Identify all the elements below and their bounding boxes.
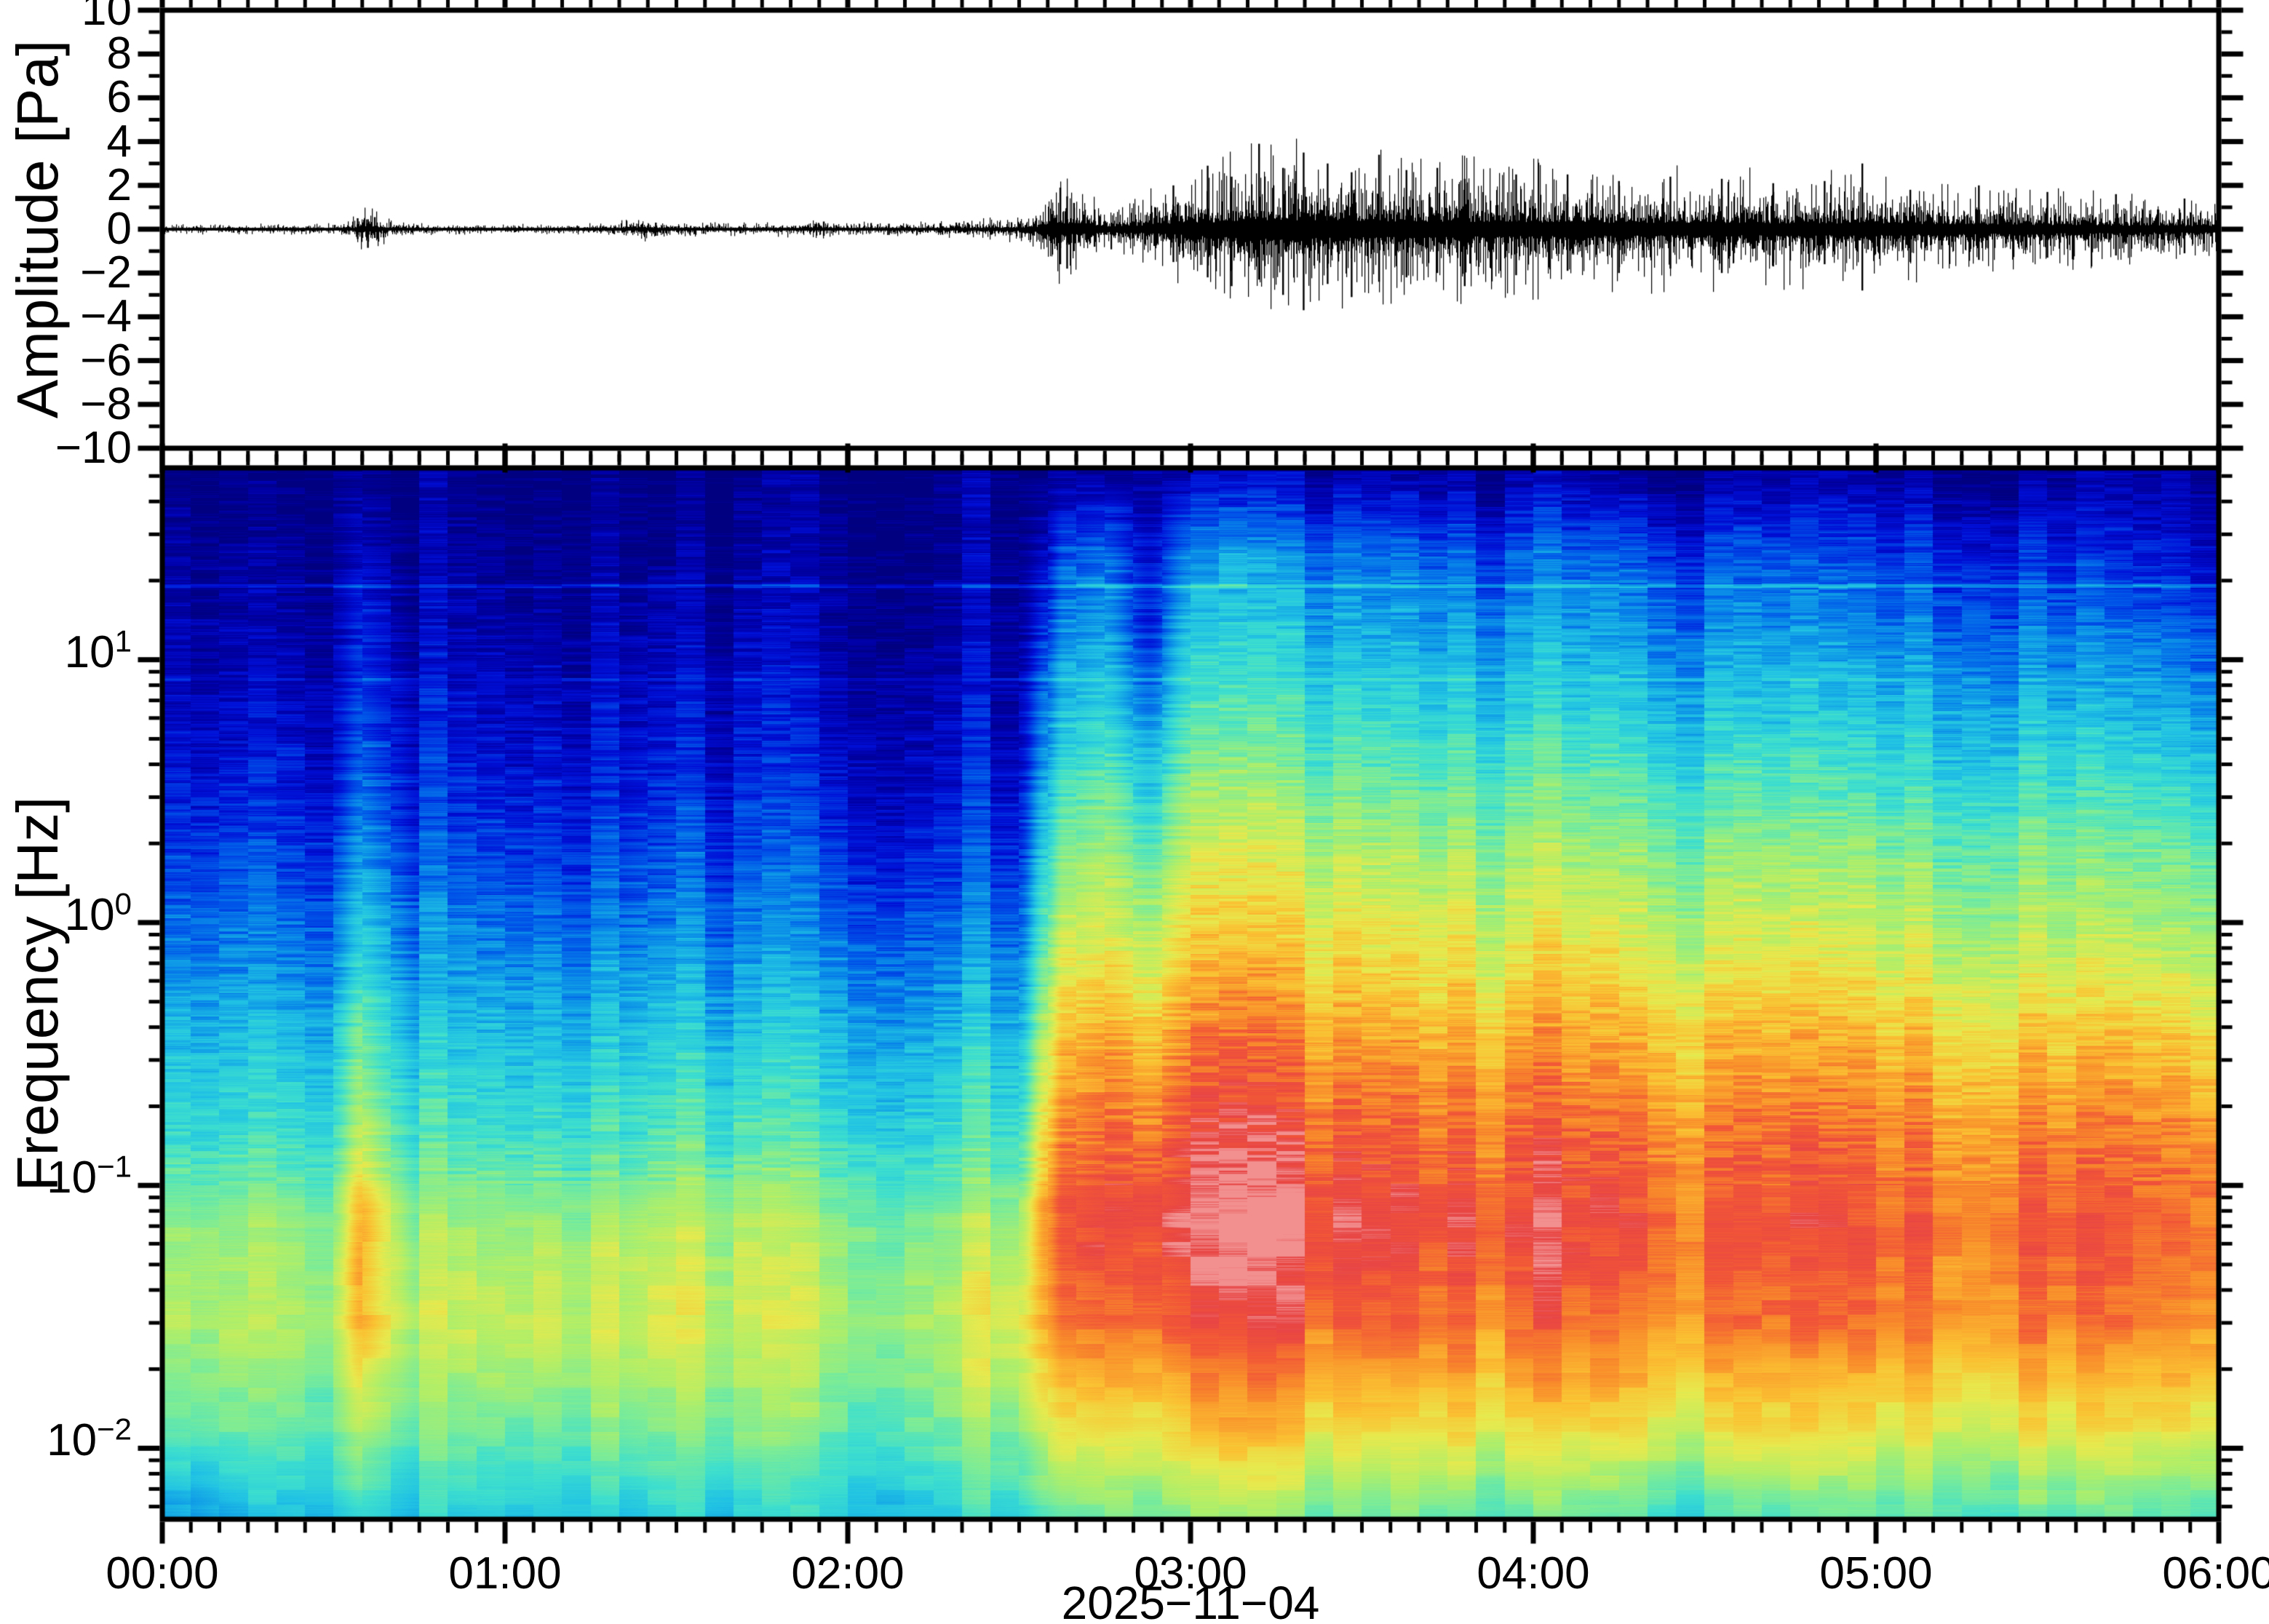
amplitude-tick-label: 2: [106, 159, 132, 210]
amplitude-tick-label: 8: [106, 28, 132, 79]
time-tick-label: 00:00: [106, 1548, 219, 1599]
time-tick-label: 04:00: [1477, 1548, 1590, 1599]
amplitude-tick-label: −10: [55, 423, 132, 473]
time-tick-label: 02:00: [791, 1548, 905, 1599]
amplitude-tick-label: −6: [80, 335, 132, 386]
amplitude-axis-title: Amplitude [Pa]: [5, 39, 70, 419]
frequency-tick-label: 100: [64, 886, 132, 940]
amplitude-tick-label: −4: [80, 291, 132, 342]
amplitude-tick-label: −2: [80, 247, 132, 298]
time-tick-label: 03:00: [1134, 1548, 1247, 1599]
amplitude-tick-label: 0: [106, 204, 132, 254]
frequency-tick-label: 10−1: [47, 1149, 132, 1203]
frequency-tick-label: 10−2: [47, 1412, 132, 1466]
amplitude-tick-label: −8: [80, 378, 132, 429]
time-tick-label: 01:00: [448, 1548, 562, 1599]
frequency-tick-label: 101: [64, 624, 132, 677]
time-tick-label: 05:00: [1819, 1548, 1933, 1599]
amplitude-tick-label: 10: [82, 0, 132, 35]
amplitude-tick-label: 6: [106, 72, 132, 123]
time-tick-label: 06:00: [2162, 1548, 2269, 1599]
x-axis-date-label: 2025−11−04: [1061, 1577, 1320, 1624]
frequency-axis-title: Frequency [Hz]: [5, 796, 70, 1192]
amplitude-tick-label: 4: [106, 116, 132, 167]
